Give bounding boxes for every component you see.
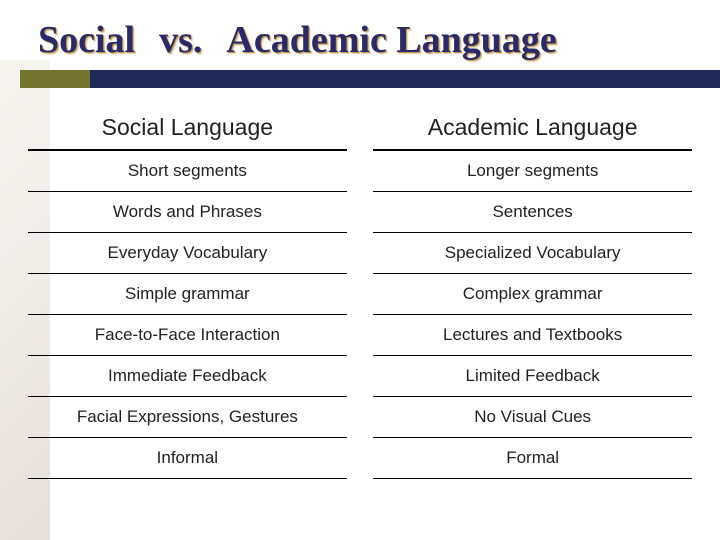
- table-row: Simple grammar Complex grammar: [28, 274, 692, 315]
- title-word-social: Social: [38, 18, 135, 62]
- accent-olive-block: [20, 70, 90, 88]
- table-row: Informal Formal: [28, 438, 692, 479]
- cell-right: Specialized Vocabulary: [373, 233, 692, 274]
- cell-right: Formal: [373, 438, 692, 479]
- table-row: Words and Phrases Sentences: [28, 192, 692, 233]
- table-header-row: Social Language Academic Language: [28, 104, 692, 150]
- accent-bar: [0, 70, 720, 88]
- comparison-table: Social Language Academic Language Short …: [28, 104, 692, 479]
- cell-gap: [347, 356, 374, 397]
- comparison-table-container: Social Language Academic Language Short …: [0, 88, 720, 479]
- cell-left: Immediate Feedback: [28, 356, 347, 397]
- title-word-vs: vs.: [159, 18, 202, 62]
- table-row: Facial Expressions, Gestures No Visual C…: [28, 397, 692, 438]
- table-row: Everyday Vocabulary Specialized Vocabula…: [28, 233, 692, 274]
- title-word-academic: Academic Language: [226, 18, 556, 62]
- cell-gap: [347, 150, 374, 192]
- cell-gap: [347, 274, 374, 315]
- table-row: Immediate Feedback Limited Feedback: [28, 356, 692, 397]
- header-gap: [347, 104, 374, 150]
- table-row: Face-to-Face Interaction Lectures and Te…: [28, 315, 692, 356]
- cell-left: Short segments: [28, 150, 347, 192]
- slide-title: Social vs. Academic Language: [0, 0, 720, 70]
- cell-left: Face-to-Face Interaction: [28, 315, 347, 356]
- cell-right: Complex grammar: [373, 274, 692, 315]
- cell-gap: [347, 315, 374, 356]
- cell-left: Simple grammar: [28, 274, 347, 315]
- cell-gap: [347, 233, 374, 274]
- accent-navy-block: [90, 70, 720, 88]
- table-row: Short segments Longer segments: [28, 150, 692, 192]
- cell-left: Facial Expressions, Gestures: [28, 397, 347, 438]
- cell-gap: [347, 438, 374, 479]
- cell-right: Lectures and Textbooks: [373, 315, 692, 356]
- header-academic: Academic Language: [373, 104, 692, 150]
- cell-left: Words and Phrases: [28, 192, 347, 233]
- header-social: Social Language: [28, 104, 347, 150]
- cell-right: No Visual Cues: [373, 397, 692, 438]
- cell-gap: [347, 397, 374, 438]
- table-body: Short segments Longer segments Words and…: [28, 150, 692, 479]
- cell-right: Limited Feedback: [373, 356, 692, 397]
- cell-right: Sentences: [373, 192, 692, 233]
- cell-gap: [347, 192, 374, 233]
- cell-right: Longer segments: [373, 150, 692, 192]
- cell-left: Informal: [28, 438, 347, 479]
- cell-left: Everyday Vocabulary: [28, 233, 347, 274]
